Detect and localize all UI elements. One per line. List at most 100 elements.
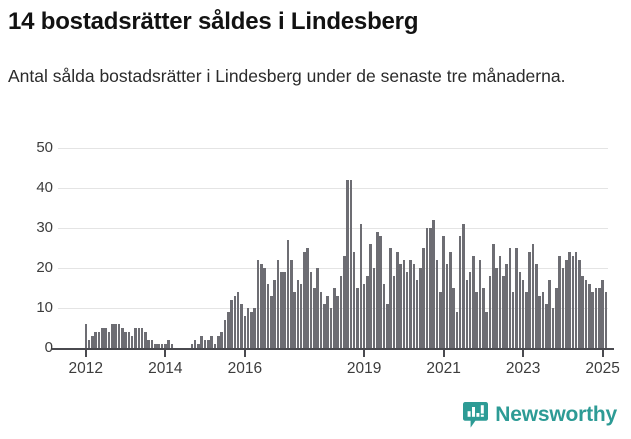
bar xyxy=(482,288,485,348)
bar xyxy=(465,280,469,348)
bar xyxy=(545,304,548,348)
bar xyxy=(323,304,326,348)
bar xyxy=(505,264,508,348)
bar xyxy=(458,236,462,348)
bar xyxy=(164,344,167,348)
x-axis-tick-mark xyxy=(442,350,445,357)
bar xyxy=(352,252,356,348)
bar xyxy=(273,280,276,348)
bar xyxy=(316,268,319,348)
bar xyxy=(362,284,366,348)
bar xyxy=(84,324,88,348)
bar xyxy=(243,316,247,348)
bar xyxy=(558,256,561,348)
bar xyxy=(240,304,243,348)
bar xyxy=(561,268,565,348)
chart-footer: Newsworthy xyxy=(0,398,631,439)
bar xyxy=(91,336,94,348)
x-axis-tick-label: 2025 xyxy=(585,360,620,377)
bar xyxy=(492,244,495,348)
bar xyxy=(501,276,505,348)
bar xyxy=(94,332,98,348)
bar xyxy=(435,260,439,348)
x-axis-tick-mark xyxy=(601,350,604,357)
bar xyxy=(485,312,488,348)
bar xyxy=(568,252,571,348)
bar xyxy=(207,340,210,348)
bar xyxy=(359,224,363,348)
bar xyxy=(346,180,349,348)
bar xyxy=(382,284,386,348)
x-axis-tick-label: 2019 xyxy=(346,360,382,377)
bar xyxy=(200,336,204,348)
bar xyxy=(329,308,333,348)
bar xyxy=(448,252,452,348)
bar xyxy=(114,324,117,348)
bar xyxy=(528,252,532,348)
gridline xyxy=(58,268,608,269)
newsworthy-logo[interactable]: Newsworthy xyxy=(463,402,617,428)
bar xyxy=(356,288,359,348)
bar xyxy=(399,264,402,348)
bar xyxy=(415,280,419,348)
bar xyxy=(598,288,601,348)
gridline xyxy=(58,148,608,149)
bar xyxy=(107,332,111,348)
bar xyxy=(349,180,353,348)
bar xyxy=(591,292,594,348)
bar xyxy=(117,324,121,348)
bar xyxy=(518,272,522,348)
bar xyxy=(309,272,313,348)
bar xyxy=(124,332,127,348)
bar xyxy=(197,344,200,348)
bar xyxy=(97,332,101,348)
y-axis-tick-label: 30 xyxy=(36,219,53,236)
bar xyxy=(535,264,538,348)
bar xyxy=(402,260,406,348)
bar xyxy=(293,292,296,348)
bar xyxy=(336,296,339,348)
x-axis-line xyxy=(52,348,614,350)
bar xyxy=(452,288,455,348)
chart-subtitle: Antal sålda bostadsrätter i Lindesberg u… xyxy=(8,66,566,86)
bar xyxy=(574,252,578,348)
bar xyxy=(508,248,512,348)
bar xyxy=(266,284,270,348)
bar xyxy=(286,240,290,348)
bar xyxy=(144,332,147,348)
bar xyxy=(306,248,310,348)
bar xyxy=(405,272,409,348)
bar xyxy=(167,340,170,348)
bar xyxy=(270,296,273,348)
bar xyxy=(326,296,329,348)
x-axis-tick-mark xyxy=(243,350,246,357)
bar xyxy=(432,220,435,348)
bar xyxy=(154,344,157,348)
bar xyxy=(250,312,253,348)
bar xyxy=(87,340,91,348)
bar xyxy=(488,276,492,348)
logo-wordmark: Newsworthy xyxy=(495,403,617,426)
bar xyxy=(511,292,515,348)
y-axis-tick-label: 10 xyxy=(36,299,53,316)
bar xyxy=(217,336,220,348)
bar xyxy=(472,256,475,348)
x-axis-tick-mark xyxy=(164,350,167,357)
bar xyxy=(140,328,144,348)
bar xyxy=(246,308,250,348)
bar xyxy=(571,256,575,348)
bar xyxy=(548,280,551,348)
y-axis-tick-label: 40 xyxy=(36,179,53,196)
bar xyxy=(299,284,303,348)
bar xyxy=(260,264,263,348)
bar xyxy=(319,292,323,348)
bar xyxy=(554,288,558,348)
bar xyxy=(584,280,588,348)
bar-chart-speech-bubble-icon xyxy=(463,402,489,428)
bar xyxy=(439,292,442,348)
bar xyxy=(478,260,482,348)
bar xyxy=(279,272,283,348)
bar xyxy=(462,224,465,348)
bar xyxy=(395,252,399,348)
bar xyxy=(256,260,260,348)
